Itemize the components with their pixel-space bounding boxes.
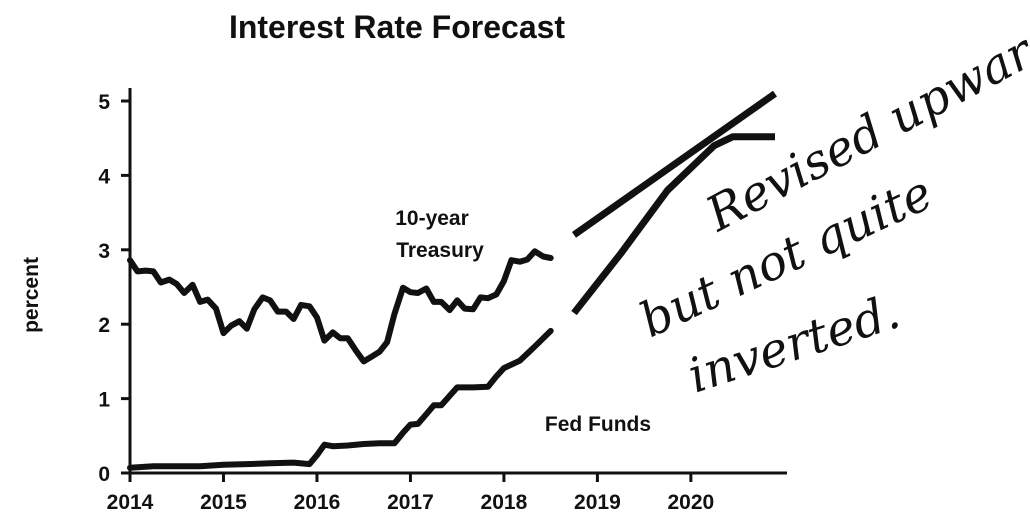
x-tick-label: 2016 — [294, 491, 341, 514]
x-tick-label: 2018 — [481, 491, 528, 514]
x-tick-label: 2019 — [574, 491, 621, 514]
y-tick-label: 3 — [98, 240, 110, 263]
series-line-treasury-actual — [130, 251, 551, 361]
series-label-treasury-line2: Treasury — [396, 239, 484, 262]
y-tick-label: 5 — [98, 91, 110, 114]
x-tick-label: 2017 — [387, 491, 434, 514]
series-line-fed-funds-actual — [130, 331, 551, 468]
y-tick-label: 0 — [98, 463, 110, 486]
y-axis-label: percent — [20, 257, 43, 333]
y-tick-label: 2 — [98, 314, 110, 337]
y-tick-label: 1 — [98, 389, 110, 412]
series-label-fed-funds: Fed Funds — [545, 413, 651, 436]
chart-title: Interest Rate Forecast — [229, 9, 565, 45]
series-label-treasury-line1: 10-year — [395, 207, 469, 230]
y-tick-label: 4 — [98, 165, 110, 188]
x-tick-label: 2020 — [668, 491, 715, 514]
x-tick-label: 2014 — [107, 491, 154, 514]
x-tick-label: 2015 — [200, 491, 247, 514]
